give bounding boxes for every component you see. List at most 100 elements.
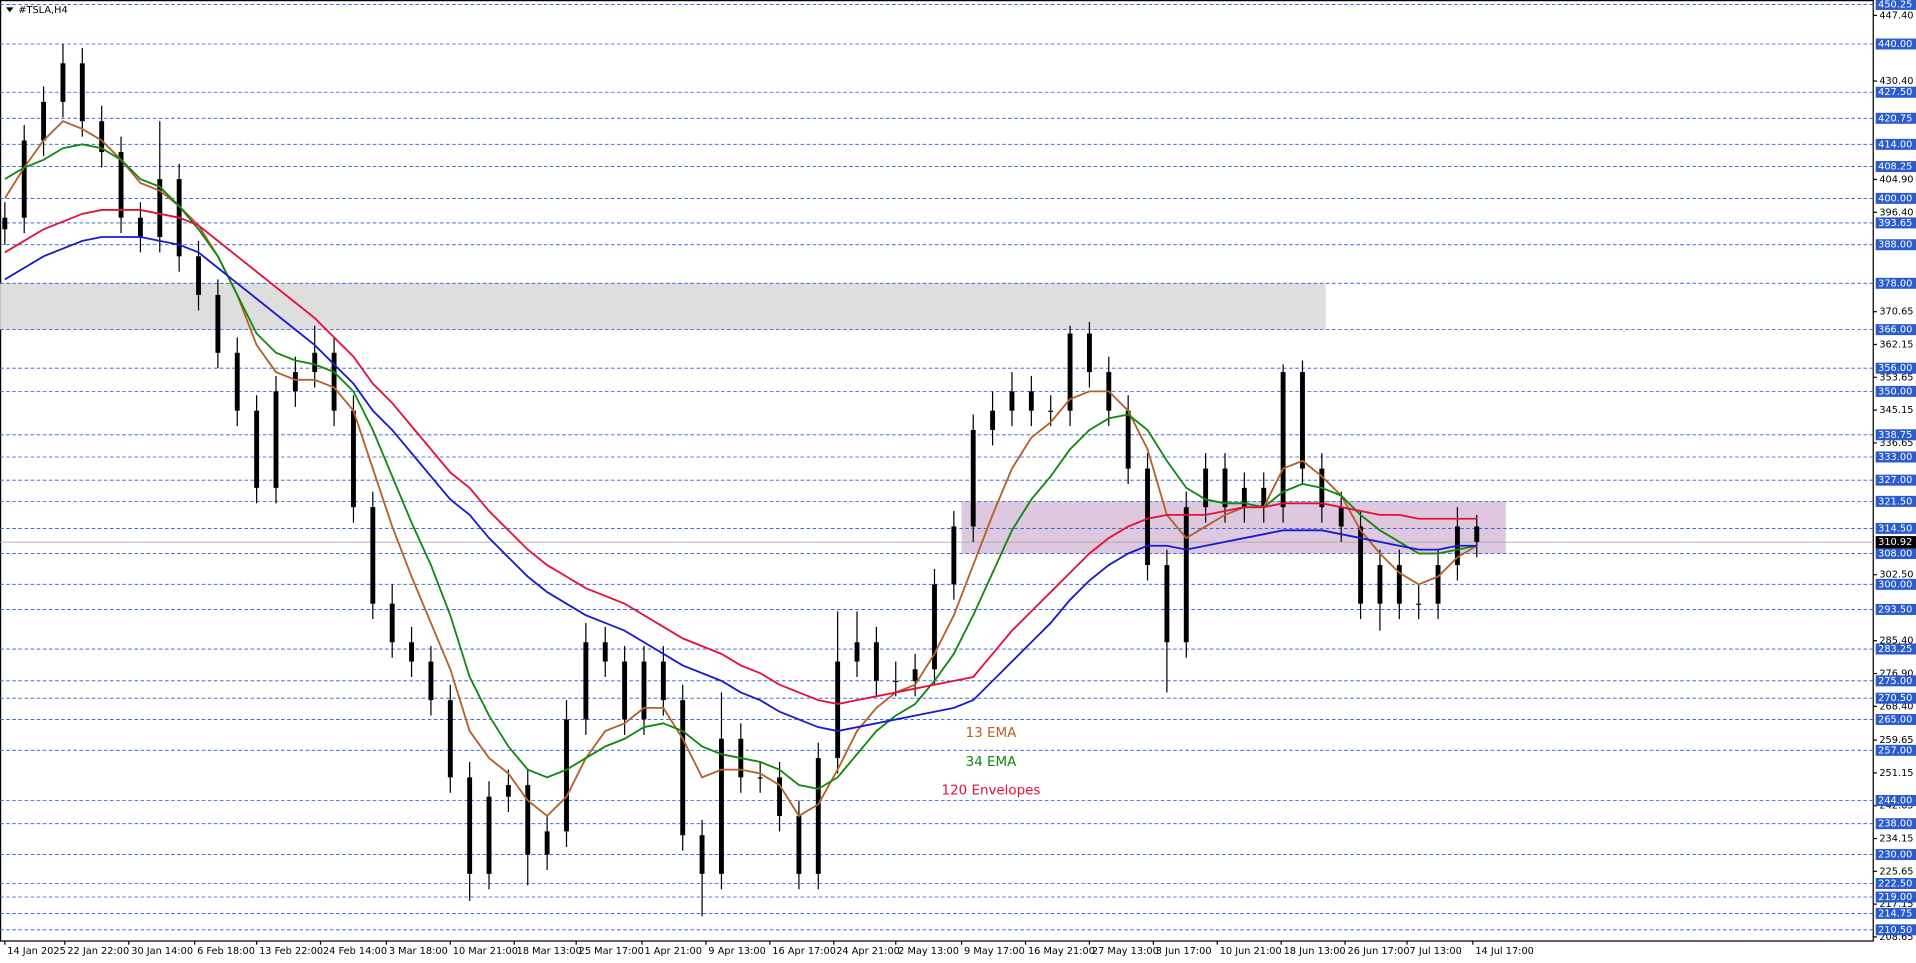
y-tick-label: 276.90 — [1879, 669, 1913, 680]
last-price-box — [1875, 536, 1916, 549]
candle-body — [467, 777, 473, 874]
level-label-box — [1875, 603, 1916, 615]
level-label: 265.00 — [1878, 714, 1912, 725]
level-label: 333.00 — [1878, 452, 1912, 463]
level-label-box — [1875, 547, 1916, 559]
level-label-box — [1875, 692, 1916, 704]
candle-body — [273, 391, 279, 488]
y-tick-label: 345.15 — [1879, 405, 1913, 416]
y-tick-label: 302.50 — [1879, 570, 1913, 581]
y-tick-label: 285.40 — [1879, 636, 1913, 647]
level-label: 321.50 — [1878, 496, 1912, 507]
level-label: 327.00 — [1878, 475, 1912, 486]
candle-body — [99, 121, 105, 153]
level-label: 300.00 — [1878, 579, 1912, 590]
x-tick-label: 16 Apr 17:00 — [772, 946, 836, 957]
y-tick-label: 404.90 — [1879, 174, 1913, 185]
candle-body — [196, 256, 201, 295]
candle-body — [796, 815, 802, 874]
y-tick-label: 336.65 — [1879, 438, 1913, 449]
candle-body — [1203, 468, 1209, 508]
level-label-box — [1875, 877, 1916, 889]
levels — [0, 4, 1874, 931]
candle-body — [41, 101, 47, 141]
x-tick-label: 10 Mar 21:00 — [453, 946, 518, 957]
legend-label: 120 Envelopes — [942, 784, 1041, 799]
candle-body — [1261, 487, 1267, 508]
candle-body — [1028, 391, 1034, 411]
level-label-box — [1875, 818, 1916, 830]
candle-body — [660, 661, 666, 701]
level-label-box — [1875, 643, 1916, 655]
x-tick-label: 3 Jun 17:00 — [1156, 946, 1212, 957]
candle-body — [60, 63, 66, 102]
candle-body — [1435, 565, 1441, 604]
level-label-box — [1875, 795, 1916, 807]
candle-body — [370, 507, 376, 604]
candle-body — [1164, 565, 1170, 643]
level-label: 230.00 — [1878, 850, 1912, 861]
x-tick-label: 24 Feb 14:00 — [323, 946, 387, 957]
candle-body — [428, 661, 434, 701]
candle-body — [292, 372, 298, 392]
level-label-box — [1875, 112, 1916, 124]
candle-body — [1474, 526, 1480, 542]
candle-body — [2, 217, 8, 230]
y-tick-label: 370.65 — [1879, 307, 1913, 318]
x-tick-label: 10 Jun 21:00 — [1220, 946, 1282, 957]
level-label-box — [1875, 362, 1916, 374]
candle-body — [312, 352, 318, 373]
candle-body — [137, 217, 143, 237]
candle-body — [951, 526, 957, 585]
candle-body — [79, 63, 85, 122]
candle-body — [1183, 507, 1189, 643]
candle-body — [525, 785, 531, 855]
level-label-box — [1875, 451, 1916, 463]
level-label: 400.00 — [1878, 193, 1912, 204]
level-label: 393.65 — [1878, 218, 1912, 229]
level-label: 219.00 — [1878, 892, 1912, 903]
level-label-box — [1875, 138, 1916, 150]
level-label: 214.75 — [1878, 908, 1912, 919]
candle-body — [641, 661, 647, 720]
level-label-box — [1875, 277, 1916, 289]
x-tick-label: 27 May 13:00 — [1092, 946, 1159, 957]
level-label: 420.75 — [1878, 113, 1912, 124]
level-label-box — [1875, 239, 1916, 251]
candle-body — [157, 179, 163, 237]
y-tick-label: 396.40 — [1879, 207, 1913, 218]
candle-body — [331, 352, 337, 411]
last-price-label: 310.92 — [1878, 537, 1912, 548]
zone — [0, 283, 1326, 330]
candle-body — [118, 152, 124, 218]
candle-body — [486, 796, 492, 874]
level-label-box — [1875, 924, 1916, 936]
legend-label: 34 EMA — [966, 755, 1017, 770]
candle-body — [777, 777, 782, 816]
candle-body — [1338, 507, 1344, 527]
level-label-box — [1875, 38, 1916, 50]
candle-body — [409, 642, 415, 662]
y-tick-label: 353.65 — [1879, 372, 1913, 383]
candle-body — [757, 777, 763, 779]
x-tick-label: 14 Jul 17:00 — [1475, 946, 1534, 957]
x-tick-label: 30 Jan 14:00 — [131, 946, 193, 957]
level-label-box — [1875, 891, 1916, 903]
candle-body — [583, 642, 589, 720]
menu-arrow[interactable] — [6, 7, 14, 13]
level-label: 356.00 — [1878, 363, 1912, 374]
candle-body — [1145, 468, 1150, 566]
y-tick-label: 217.15 — [1879, 899, 1913, 910]
x-tick-label: 22 Jan 22:00 — [67, 946, 129, 957]
indicator-line — [4, 236, 1477, 732]
x-tick-label: 25 Mar 17:00 — [579, 946, 644, 957]
candle-body — [1048, 410, 1054, 412]
level-label: 440.00 — [1878, 39, 1912, 50]
level-label-box — [1875, 495, 1916, 507]
indicator-line — [4, 143, 1477, 790]
y-tick-label: 225.65 — [1879, 866, 1913, 877]
candle-body — [1300, 372, 1305, 469]
level-label-box — [1875, 324, 1916, 336]
x-tick-label: 13 Feb 22:00 — [259, 946, 323, 957]
y-tick-label: 251.15 — [1879, 768, 1913, 779]
